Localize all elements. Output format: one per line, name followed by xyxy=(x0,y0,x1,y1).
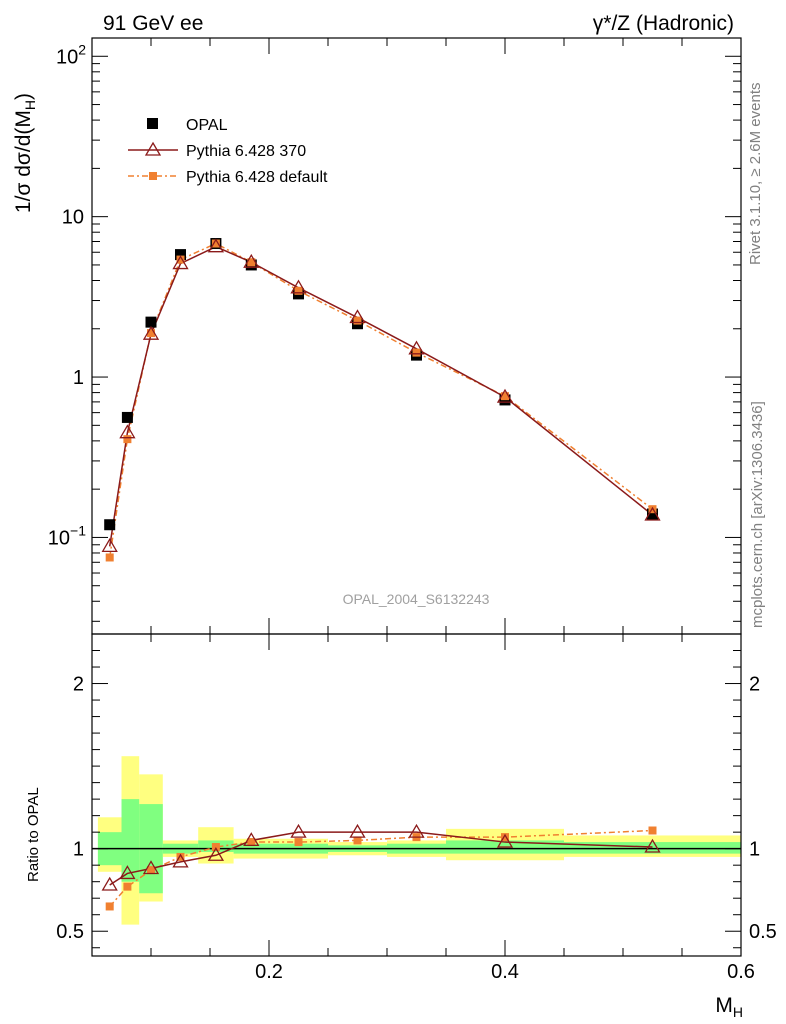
ratio-point-pythia-370 xyxy=(172,853,189,868)
ratio-y-tick-label-right: 2 xyxy=(749,674,760,696)
header-left-title: 91 GeV ee xyxy=(103,12,203,35)
series-line-pythia-370 xyxy=(108,245,653,547)
data-point-pythia-370 xyxy=(142,325,160,340)
x-tick-label: 0.6 xyxy=(727,961,755,983)
ratio-frame xyxy=(91,633,742,957)
ratio-point-pythia-370 xyxy=(101,876,118,891)
ratio-point-pythia-default xyxy=(648,826,657,835)
ratio-point-pythia-default xyxy=(353,836,362,845)
ratio-point-pythia-370 xyxy=(119,865,136,880)
main-y-label-sub: H xyxy=(22,100,38,110)
data-point-opal xyxy=(145,316,157,328)
data-point-pythia-370 xyxy=(496,388,514,403)
data-point-pythia-370 xyxy=(408,340,425,355)
data-point-pythia-default xyxy=(147,329,155,338)
ratio-y-tick-label-left: 2 xyxy=(73,674,84,696)
ratio-point-pythia-default xyxy=(501,833,509,842)
data-point-pythia-default xyxy=(176,255,185,264)
x-axis-label: MH xyxy=(715,994,743,1020)
legend-marker-pythia-370 xyxy=(144,141,162,156)
main-y-tick-label: 10−1 xyxy=(48,522,86,549)
ratio-point-pythia-default xyxy=(147,866,155,875)
data-point-pythia-370 xyxy=(207,238,225,253)
data-point-pythia-370 xyxy=(172,255,189,270)
data-point-pythia-default xyxy=(294,286,303,295)
ratio-point-pythia-default xyxy=(105,902,114,911)
x-tick-label: 0.2 xyxy=(255,961,283,983)
ratio-point-pythia-370 xyxy=(644,838,661,853)
data-point-opal xyxy=(175,249,186,261)
data-point-pythia-default xyxy=(412,348,421,357)
ratio-point-pythia-370 xyxy=(408,823,425,838)
rivet-label: Rivet 3.1.10, ≥ 2.6M events xyxy=(747,83,764,266)
data-point-pythia-370 xyxy=(349,309,366,324)
ratio-point-pythia-370 xyxy=(496,833,514,848)
header-right-title: γ*/Z (Hadronic) xyxy=(593,12,734,35)
legend-label-opal: OPAL xyxy=(186,117,228,134)
ratio-point-pythia-370 xyxy=(243,832,260,847)
main-y-tick-label-exp: 2 xyxy=(78,41,86,57)
data-point-opal xyxy=(104,519,116,531)
legend-marker-pythia-default xyxy=(149,172,157,180)
ratio-y-axis-label: Ratio to OPAL xyxy=(25,787,42,882)
main-y-tick-label: 1 xyxy=(73,367,84,389)
main-y-tick-label-exp: −1 xyxy=(70,522,86,538)
main-y-label-close: ) xyxy=(12,93,35,100)
main-y-axis-label: 1/σ dσ/d(MH) xyxy=(12,93,38,213)
ratio-point-pythia-default xyxy=(247,838,256,847)
legend-label-pythia-370: Pythia 6.428 370 xyxy=(186,143,306,160)
main-y-tick-label: 102 xyxy=(56,41,86,68)
ratio-band-green xyxy=(564,842,741,854)
series-line-pythia-default xyxy=(108,242,653,558)
data-point-pythia-370 xyxy=(101,538,118,552)
ratio-point-pythia-370 xyxy=(142,860,160,875)
x-label-text: M xyxy=(715,994,733,1017)
data-point-pythia-default xyxy=(105,553,114,562)
ratio-point-pythia-370 xyxy=(349,823,366,838)
data-point-pythia-default xyxy=(501,392,509,401)
data-point-pythia-default xyxy=(211,239,220,248)
legend-label-pythia-default: Pythia 6.428 default xyxy=(186,169,328,186)
ratio-point-pythia-default xyxy=(294,838,303,847)
analysis-watermark: OPAL_2004_S6132243 xyxy=(343,591,490,607)
data-point-pythia-370 xyxy=(644,506,661,521)
header-process-label: (Hadronic) xyxy=(636,12,734,35)
ratio-panel: 0.2 0.4 0.6 2 2 1 1 0.5 0.5 xyxy=(56,618,777,983)
data-point-pythia-default xyxy=(353,316,362,325)
ratio-line-pythia-default xyxy=(109,829,653,907)
ratio-point-pythia-default xyxy=(123,882,132,891)
data-point-opal xyxy=(647,508,658,520)
data-point-pythia-370 xyxy=(290,279,307,294)
main-y-tick-label: 10 xyxy=(62,207,84,229)
ratio-y-tick-label-left: 0.5 xyxy=(56,921,84,943)
legend: OPAL Pythia 6.428 370 Pythia 6.428 defau… xyxy=(128,117,328,186)
x-tick-label: 0.4 xyxy=(491,961,519,983)
ratio-y-tick-label-right: 1 xyxy=(749,839,760,861)
ratio-point-pythia-370 xyxy=(207,846,225,861)
main-y-tick-label-base: 10 xyxy=(56,46,78,68)
legend-marker-opal xyxy=(147,118,158,129)
data-point-pythia-370 xyxy=(119,424,136,439)
ratio-y-tick-label-right: 0.5 xyxy=(749,921,777,943)
ratio-y-tick-label-left: 1 xyxy=(73,839,84,861)
data-point-pythia-default xyxy=(247,258,256,267)
data-point-opal xyxy=(121,411,133,423)
x-label-sub: H xyxy=(733,1004,743,1020)
mcplots-label: mcplots.cern.ch [arXiv:1306.3436] xyxy=(749,401,766,628)
main-y-tick-label-base: 10 xyxy=(48,527,70,549)
main-y-label-text: 1/σ dσ/d(M xyxy=(12,110,35,213)
data-point-pythia-default xyxy=(123,435,132,444)
ratio-band-green xyxy=(121,799,140,882)
ratio-point-pythia-370 xyxy=(290,823,307,838)
ratio-point-pythia-default xyxy=(176,852,185,861)
data-point-pythia-370 xyxy=(243,253,260,268)
header-process-symbol: γ*/Z xyxy=(593,12,631,35)
